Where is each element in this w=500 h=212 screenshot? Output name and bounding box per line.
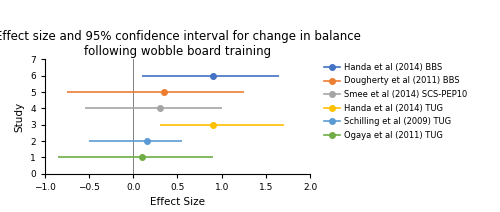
Y-axis label: Study: Study (14, 102, 24, 132)
X-axis label: Effect Size: Effect Size (150, 197, 205, 207)
Legend: Handa et al (2014) BBS, Dougherty et al (2011) BBS, Smee et al (2014) SCS-PEP10,: Handa et al (2014) BBS, Dougherty et al … (322, 61, 468, 141)
Title: Effect size and 95% confidence interval for change in balance
following wobble b: Effect size and 95% confidence interval … (0, 30, 360, 58)
